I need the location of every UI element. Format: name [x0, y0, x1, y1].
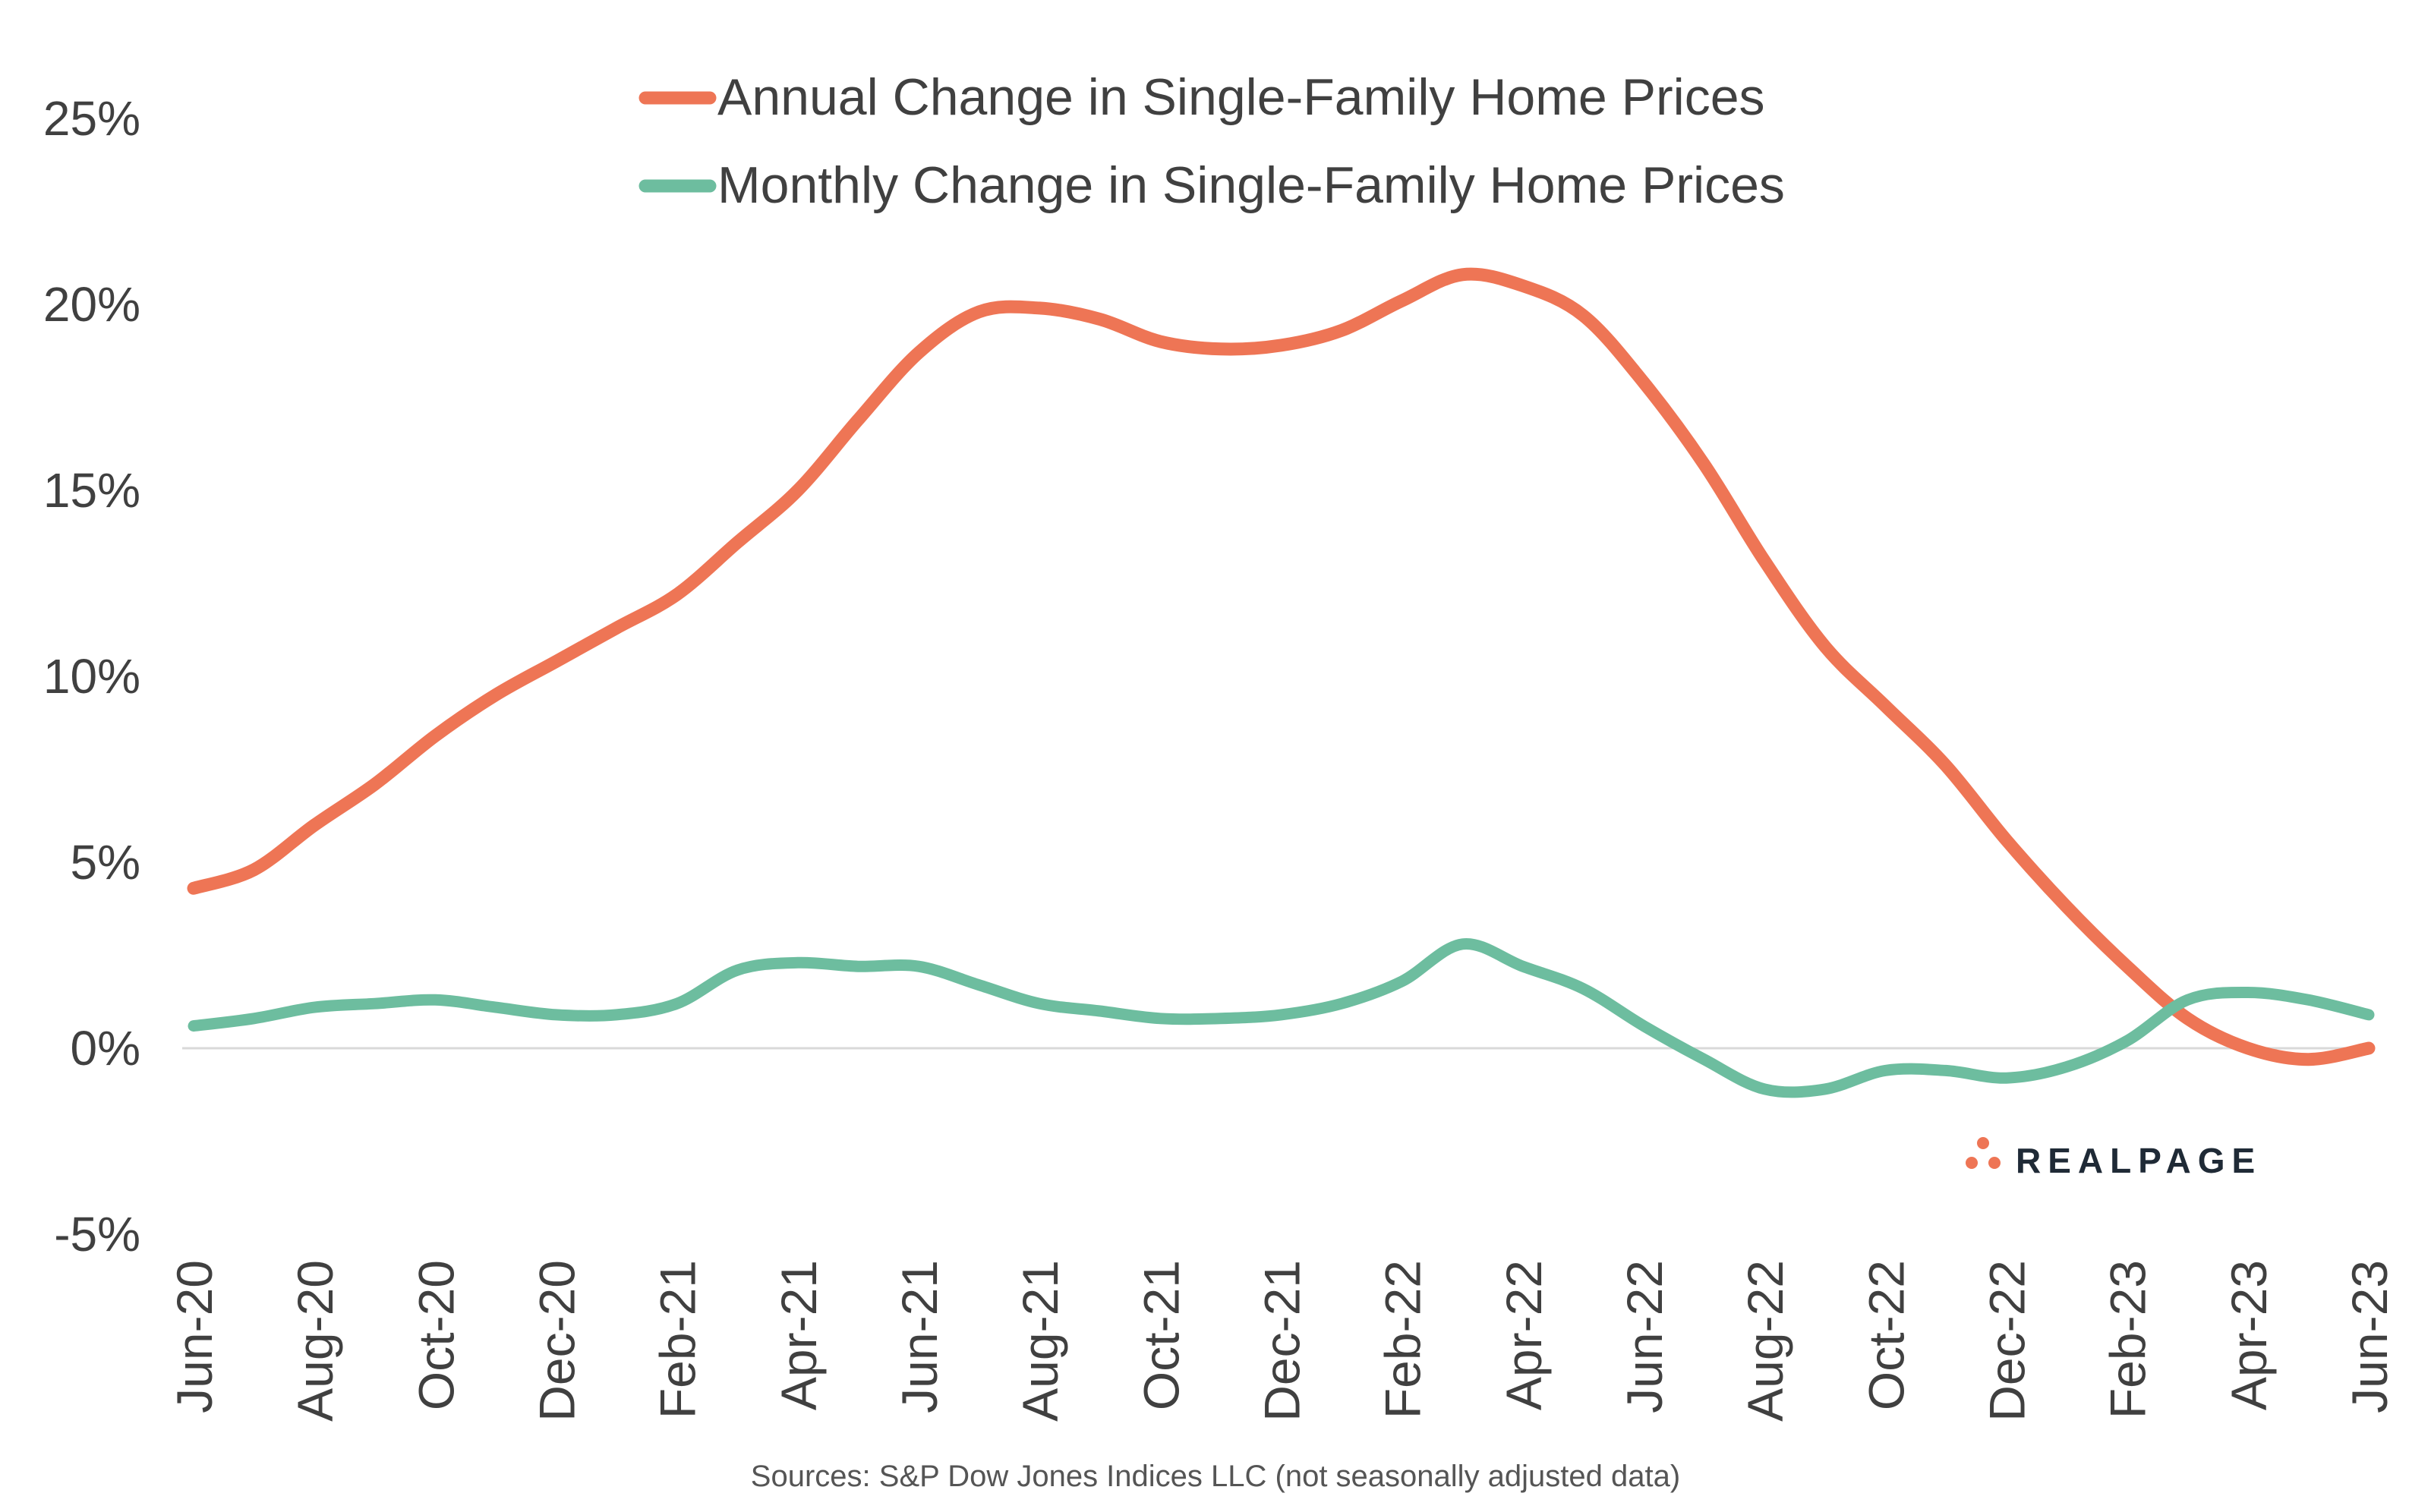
x-tick-label: Jun-21 — [891, 1260, 947, 1413]
x-tick-label: Aug-20 — [287, 1260, 343, 1422]
legend: Annual Change in Single-Family Home Pric… — [638, 68, 1785, 214]
x-tick-label: Aug-21 — [1012, 1260, 1068, 1422]
y-tick-label: -5% — [54, 1207, 140, 1262]
logo-dot-icon — [1988, 1157, 2001, 1169]
x-tick-label: Aug-22 — [1737, 1260, 1793, 1422]
x-tick-label: Jun-23 — [2341, 1260, 2398, 1413]
logo-dot-icon — [1966, 1157, 1978, 1169]
annual-change-series-line — [187, 267, 2376, 1066]
x-tick-label: Jun-22 — [1616, 1260, 1673, 1413]
legend-label: Monthly Change in Single-Family Home Pri… — [717, 156, 1785, 214]
x-axis: Jun-20 Aug-20 Oct-20 Dec-20 Feb-21 Apr-21 Jun-… — [166, 1260, 2398, 1422]
y-tick-label: 20% — [43, 277, 140, 332]
y-tick-label: 25% — [43, 91, 140, 146]
x-tick-label: Oct-22 — [1858, 1260, 1914, 1410]
legend-label: Annual Change in Single-Family Home Pric… — [717, 68, 1765, 126]
y-tick-label: 10% — [43, 649, 140, 704]
y-tick-label: 0% — [71, 1021, 141, 1076]
x-tick-label: Dec-22 — [1979, 1260, 2035, 1422]
x-tick-label: Oct-20 — [408, 1260, 464, 1410]
logo-text: REALPAGE — [2016, 1141, 2262, 1180]
realpage-logo: REALPAGE — [1966, 1137, 2262, 1180]
y-tick-label: 5% — [71, 835, 141, 890]
x-tick-label: Dec-20 — [529, 1260, 585, 1422]
x-tick-label: Apr-21 — [771, 1260, 827, 1410]
y-tick-label: 15% — [43, 463, 140, 518]
x-tick-label: Jun-20 — [166, 1260, 222, 1413]
source-note: Sources: S&P Dow Jones Indices LLC (not … — [751, 1460, 1680, 1493]
series-layer — [187, 267, 2376, 1098]
x-tick-label: Feb-21 — [650, 1260, 706, 1419]
x-tick-label: Feb-22 — [1375, 1260, 1431, 1419]
x-tick-label: Dec-21 — [1254, 1260, 1310, 1422]
x-tick-label: Apr-22 — [1496, 1260, 1552, 1410]
y-axis: 25% 20% 15% 10% 5% 0% -5% — [43, 91, 140, 1262]
x-tick-label: Feb-23 — [2100, 1260, 2156, 1419]
x-tick-label: Oct-21 — [1133, 1260, 1189, 1410]
monthly-change-series-line — [188, 938, 2375, 1098]
logo-dot-icon — [1977, 1137, 1989, 1149]
x-tick-label: Apr-23 — [2221, 1260, 2277, 1410]
